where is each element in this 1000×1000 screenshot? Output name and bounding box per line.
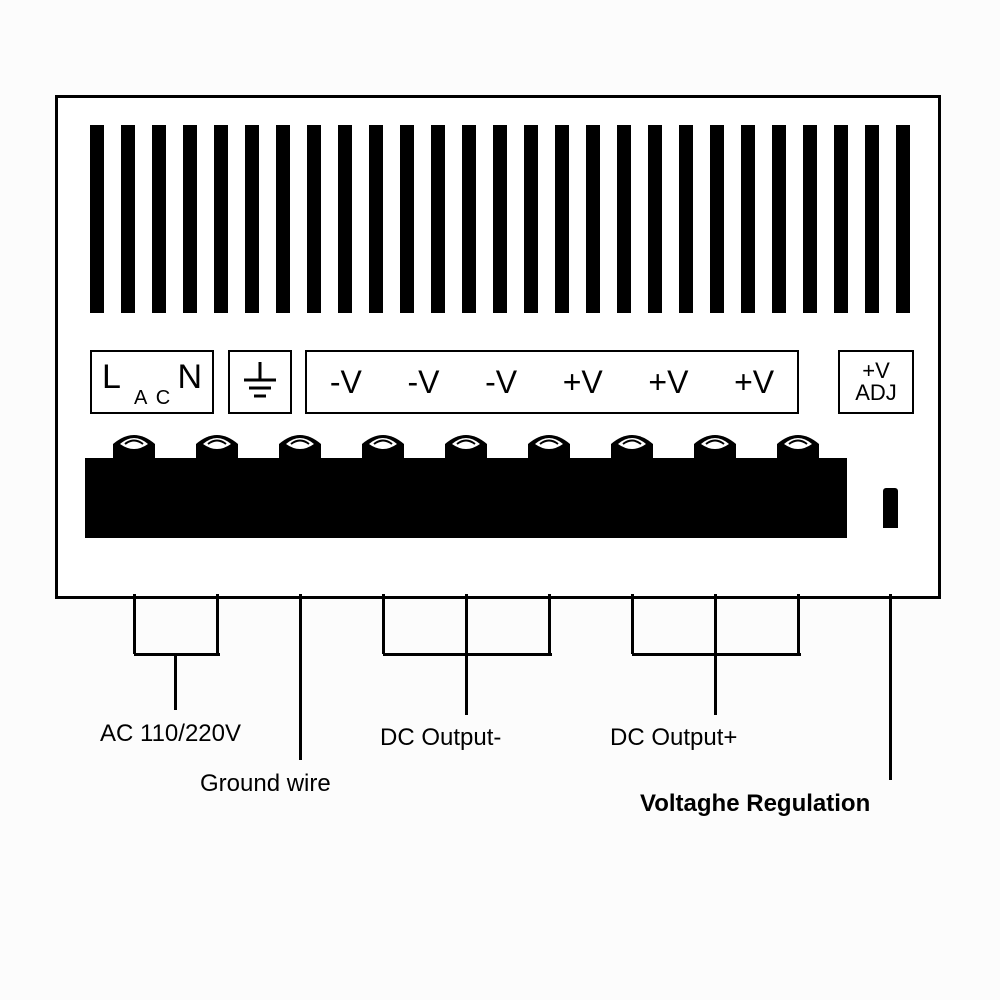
ground-label-box xyxy=(228,350,292,414)
vent-bar xyxy=(772,125,786,313)
vent-bar xyxy=(245,125,259,313)
vadj-top: +V xyxy=(862,360,890,382)
wire xyxy=(174,654,177,710)
vent-bar xyxy=(462,125,476,313)
vent-bar xyxy=(493,125,507,313)
diagram-canvas: L N A C -V -V -V +V +V +V +V ADJ xyxy=(0,0,1000,1000)
wire xyxy=(216,594,219,654)
wire xyxy=(133,594,136,654)
dc-output-label-box: -V -V -V +V +V +V xyxy=(305,350,799,414)
wire xyxy=(383,653,552,656)
terminal-screw xyxy=(522,430,576,469)
vent-bar xyxy=(834,125,848,313)
vent-bar xyxy=(555,125,569,313)
terminal-screw xyxy=(605,430,659,469)
wire xyxy=(382,594,385,654)
terminal-screw xyxy=(439,430,493,469)
vent-bar xyxy=(338,125,352,313)
wire xyxy=(134,653,220,656)
vent-bar xyxy=(648,125,662,313)
wire xyxy=(465,594,468,654)
vout-label: +V xyxy=(563,364,603,401)
vent-bar xyxy=(214,125,228,313)
terminal-screw xyxy=(688,430,742,469)
terminal-screw xyxy=(356,430,410,469)
vout-label: +V xyxy=(648,364,688,401)
wire xyxy=(632,653,801,656)
terminal-screw xyxy=(771,430,825,469)
vent-bar xyxy=(679,125,693,313)
vent-bar xyxy=(896,125,910,313)
wire xyxy=(797,594,800,654)
terminal-screw xyxy=(190,430,244,469)
ac-N: N xyxy=(177,358,202,397)
terminal-block xyxy=(85,458,847,538)
vent-bar xyxy=(121,125,135,313)
vent-bar xyxy=(183,125,197,313)
caption-dc-pos: DC Output+ xyxy=(610,724,737,752)
vent-bar xyxy=(400,125,414,313)
vent-bar xyxy=(865,125,879,313)
wire xyxy=(465,654,468,715)
terminal-screw xyxy=(273,430,327,469)
vent-bar xyxy=(586,125,600,313)
ground-icon xyxy=(240,360,280,404)
wire xyxy=(714,654,717,715)
vent-bar xyxy=(741,125,755,313)
vent-bar xyxy=(369,125,383,313)
wire xyxy=(299,594,302,760)
vadj-potentiometer xyxy=(883,488,898,528)
ac-L: L xyxy=(102,358,121,397)
vout-label: -V xyxy=(330,364,362,401)
vout-label: -V xyxy=(407,364,439,401)
vout-label: -V xyxy=(485,364,517,401)
vout-label: +V xyxy=(734,364,774,401)
vadj-bot: ADJ xyxy=(855,382,897,404)
wire xyxy=(714,594,717,654)
vent-bar xyxy=(710,125,724,313)
vent-bar xyxy=(90,125,104,313)
caption-vreg: Voltaghe Regulation xyxy=(640,790,870,818)
caption-ground: Ground wire xyxy=(200,770,331,798)
caption-dc-neg: DC Output- xyxy=(380,724,501,752)
vent-bar xyxy=(152,125,166,313)
terminal-screw xyxy=(107,430,161,469)
vent-bar xyxy=(276,125,290,313)
wire xyxy=(548,594,551,654)
vent-bar xyxy=(307,125,321,313)
vent-bar xyxy=(803,125,817,313)
vent-bar xyxy=(524,125,538,313)
ac-input-label-box: L N A C xyxy=(90,350,214,414)
vadj-label-box: +V ADJ xyxy=(838,350,914,414)
ac-small: A C xyxy=(134,387,172,410)
vent-bar xyxy=(431,125,445,313)
wire xyxy=(889,594,892,780)
wire xyxy=(631,594,634,654)
vent-bar xyxy=(617,125,631,313)
caption-ac: AC 110/220V xyxy=(100,720,241,748)
